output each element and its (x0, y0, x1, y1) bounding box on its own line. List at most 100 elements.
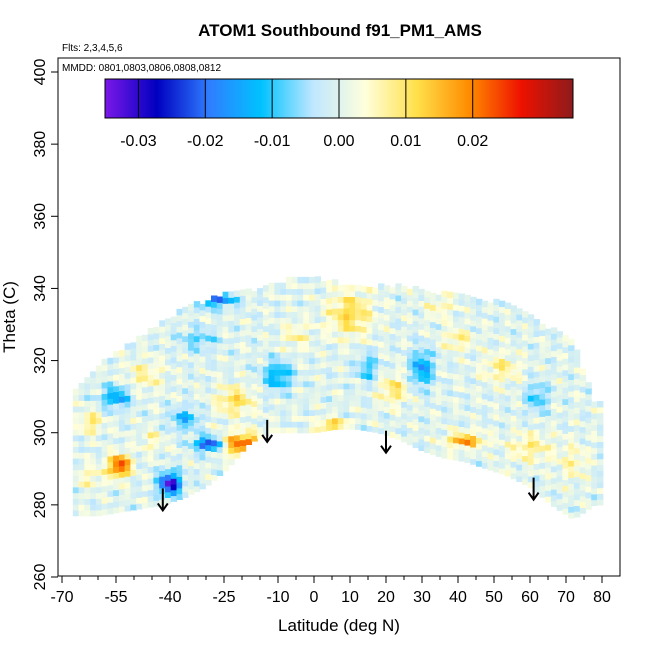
heatmap-cell (458, 403, 466, 410)
heatmap-cell (130, 429, 137, 436)
heatmap-cell (522, 316, 529, 324)
heatmap-cell (355, 365, 362, 373)
heatmap-cell (458, 357, 466, 364)
heatmap-cell (118, 482, 126, 490)
heatmap-cell (130, 388, 137, 395)
heatmap-cell (326, 297, 333, 304)
heatmap-cell (476, 368, 483, 375)
heatmap-cell (136, 416, 143, 423)
heatmap-cell (406, 433, 414, 440)
heatmap-cell (124, 476, 131, 483)
heatmap-cell (372, 362, 379, 370)
heatmap-cell (165, 405, 172, 412)
heatmap-cell (141, 398, 149, 405)
heatmap-cell (113, 501, 120, 508)
heatmap-cell (556, 498, 563, 505)
heatmap-cell (539, 450, 546, 458)
heatmap-cell (516, 319, 523, 327)
heatmap-cell (522, 322, 529, 330)
heatmap-cell (262, 389, 270, 396)
heatmap-cell (481, 369, 489, 377)
heatmap-cell (545, 334, 552, 341)
heatmap-cell (470, 337, 477, 344)
heatmap-cell (355, 331, 362, 338)
heatmap-cell (573, 511, 581, 518)
heatmap-cell (234, 296, 241, 303)
heatmap-cell (262, 348, 270, 356)
heatmap-cell (291, 375, 299, 382)
heatmap-cell (251, 371, 258, 379)
heatmap-cell (522, 380, 529, 387)
heatmap-cell (95, 504, 103, 511)
heatmap-cell (309, 392, 316, 399)
heatmap-cell (234, 330, 241, 338)
heatmap-cell (337, 354, 345, 361)
heatmap-cell (418, 386, 425, 394)
heatmap-cell (579, 420, 587, 428)
heatmap-cell (550, 390, 558, 398)
heatmap-cell (418, 352, 425, 359)
heatmap-cell (216, 400, 224, 407)
heatmap-cell (545, 473, 552, 480)
heatmap-cell (389, 321, 396, 329)
heatmap-cell (95, 400, 103, 407)
heatmap-cell (165, 457, 172, 464)
heatmap-cell (579, 432, 587, 439)
heatmap-cell (118, 396, 126, 403)
heatmap-cell (539, 445, 546, 452)
heatmap-cell (378, 375, 385, 383)
heatmap-cell (251, 383, 258, 390)
heatmap-cell (337, 331, 345, 338)
heatmap-cell (222, 447, 229, 454)
heatmap-cell (556, 417, 563, 425)
heatmap-cell (337, 400, 345, 407)
heatmap-cell (441, 400, 448, 407)
heatmap-cell (95, 365, 103, 372)
heatmap-cell (320, 344, 327, 351)
heatmap-cell (424, 302, 431, 309)
heatmap-cell (147, 345, 155, 352)
heatmap-cell (280, 386, 287, 393)
heatmap-cell (332, 325, 339, 332)
heatmap-cell (326, 285, 333, 293)
heatmap-cell (412, 291, 419, 299)
heatmap-cell (539, 381, 546, 388)
heatmap-cell (188, 477, 195, 484)
heatmap-cell (280, 317, 287, 324)
heatmap-cell (176, 493, 183, 500)
heatmap-cell (124, 406, 131, 414)
heatmap-cell (199, 338, 206, 345)
heatmap-cell (118, 350, 126, 357)
heatmap-cell (510, 380, 517, 387)
heatmap-cell (435, 340, 443, 348)
heatmap-cell (130, 359, 137, 367)
heatmap-cell (257, 368, 264, 376)
heatmap-cell (193, 428, 201, 435)
heatmap-cell (268, 294, 275, 301)
heatmap-cell (291, 409, 299, 416)
heatmap-cell (216, 336, 224, 344)
heatmap-cell (118, 448, 126, 455)
heatmap-cell (516, 342, 523, 350)
heatmap-cell (211, 405, 218, 412)
heatmap-cell (389, 414, 396, 421)
heatmap-cell (297, 363, 304, 370)
x-axis: -70 -55 -40 -25 -10 0 10 20 30 40 50 60 70 80 (50, 576, 611, 606)
heatmap-cell (332, 388, 339, 396)
heatmap-cell (383, 383, 391, 390)
heatmap-cell (476, 356, 483, 363)
heatmap-cells (72, 276, 604, 519)
heatmap-cell (401, 349, 408, 356)
heatmap-cell (251, 296, 258, 304)
heatmap-cell (72, 458, 80, 465)
heatmap-cell (314, 397, 322, 404)
heatmap-cell (297, 421, 304, 428)
heatmap-cell (118, 407, 126, 415)
heatmap-cell (332, 342, 339, 350)
heatmap-cell (585, 445, 592, 453)
heatmap-cell (257, 409, 264, 416)
heatmap-cell (395, 369, 402, 377)
heatmap-cell (568, 362, 575, 369)
heatmap-cell (539, 485, 546, 492)
heatmap-cell (516, 389, 523, 396)
